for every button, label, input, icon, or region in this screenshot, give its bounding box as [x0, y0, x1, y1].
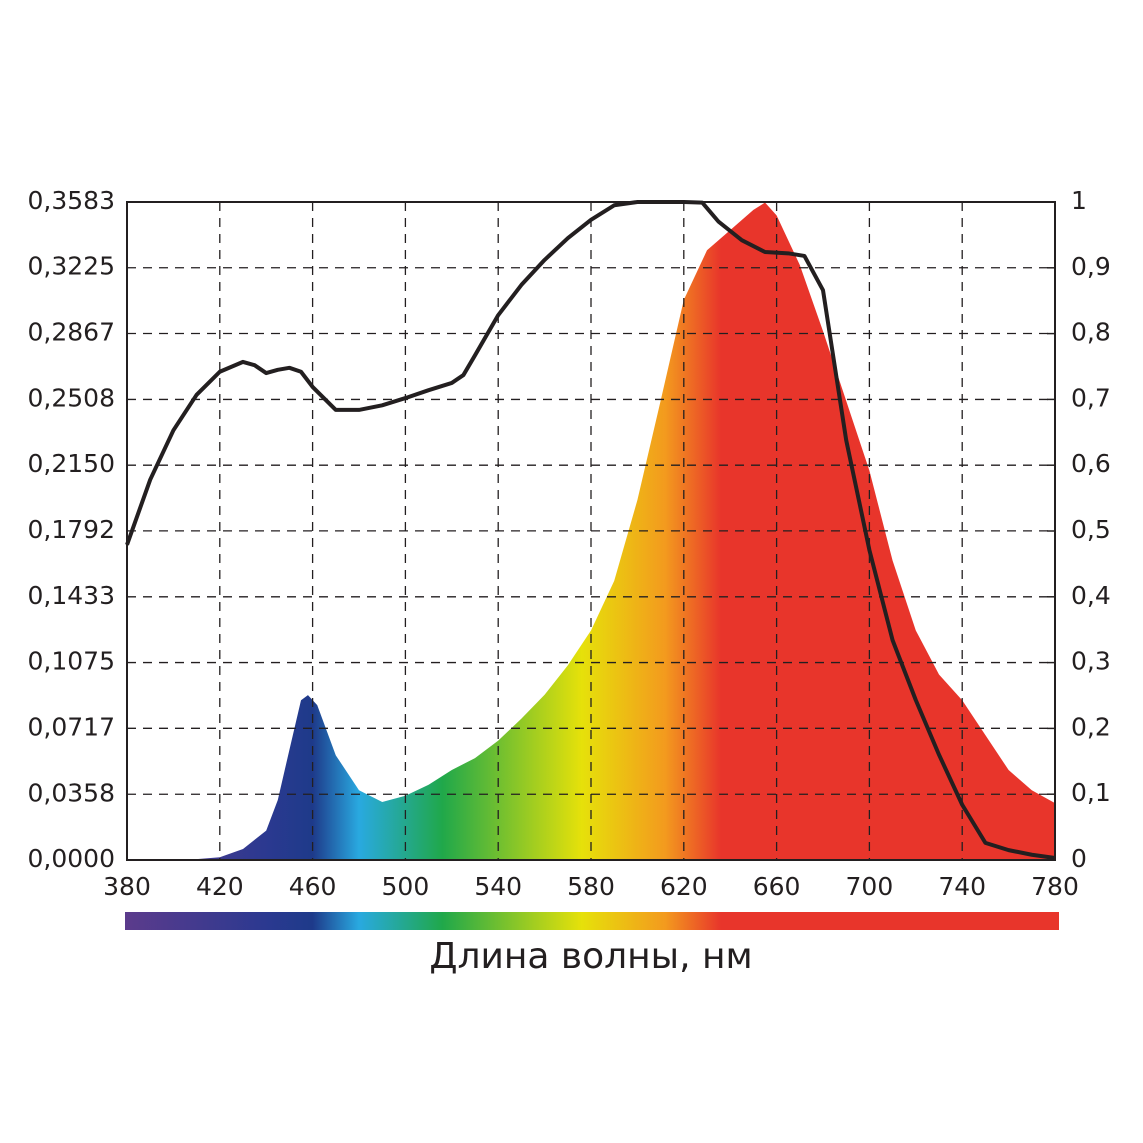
y2-tick-label: 0,9 [1071, 252, 1111, 281]
x-tick-label: 620 [660, 872, 708, 901]
y2-tick-label: 0,4 [1071, 581, 1111, 610]
y2-tick-label: 1 [1071, 186, 1087, 215]
x-tick-label: 580 [567, 872, 615, 901]
y2-tick-label: 0,2 [1071, 712, 1111, 741]
x-tick-label: 780 [1031, 872, 1079, 901]
x-tick-label: 500 [382, 872, 430, 901]
y-tick-label: 0,1433 [28, 581, 115, 610]
y2-tick-label: 0,8 [1071, 318, 1111, 347]
y-tick-label: 0,1792 [28, 515, 115, 544]
y-tick-label: 0,3225 [28, 252, 115, 281]
y-tick-label: 0,0717 [28, 712, 115, 741]
y-tick-label: 0,2867 [28, 317, 115, 346]
x-tick-label: 660 [753, 872, 801, 901]
y2-tick-label: 0,6 [1071, 449, 1111, 478]
y2-tick-label: 0 [1071, 844, 1087, 873]
y-tick-label: 0,3583 [28, 186, 115, 215]
y2-tick-label: 0,5 [1071, 515, 1111, 544]
y2-tick-label: 0,1 [1071, 778, 1111, 807]
plot-frame [126, 201, 1056, 861]
y-tick-label: 0,0358 [28, 778, 115, 807]
x-tick-label: 540 [474, 872, 522, 901]
y-tick-label: 0,0000 [28, 844, 115, 873]
x-tick-label: 740 [938, 872, 986, 901]
y-tick-label: 0,2508 [28, 383, 115, 412]
spectrum-bar [125, 912, 1059, 930]
x-tick-label: 460 [289, 872, 337, 901]
x-tick-label: 420 [196, 872, 244, 901]
y-tick-label: 0,2150 [28, 449, 115, 478]
y2-tick-label: 0,3 [1071, 647, 1111, 676]
line [125, 200, 1056, 861]
x-tick-label: 380 [103, 872, 151, 901]
spectrum-area [127, 202, 1055, 861]
y-tick-label: 0,1075 [28, 647, 115, 676]
x-tick-label: 700 [846, 872, 894, 901]
x-axis-title: Длина волны, нм [429, 936, 752, 977]
y2-tick-label: 0,7 [1071, 383, 1111, 412]
